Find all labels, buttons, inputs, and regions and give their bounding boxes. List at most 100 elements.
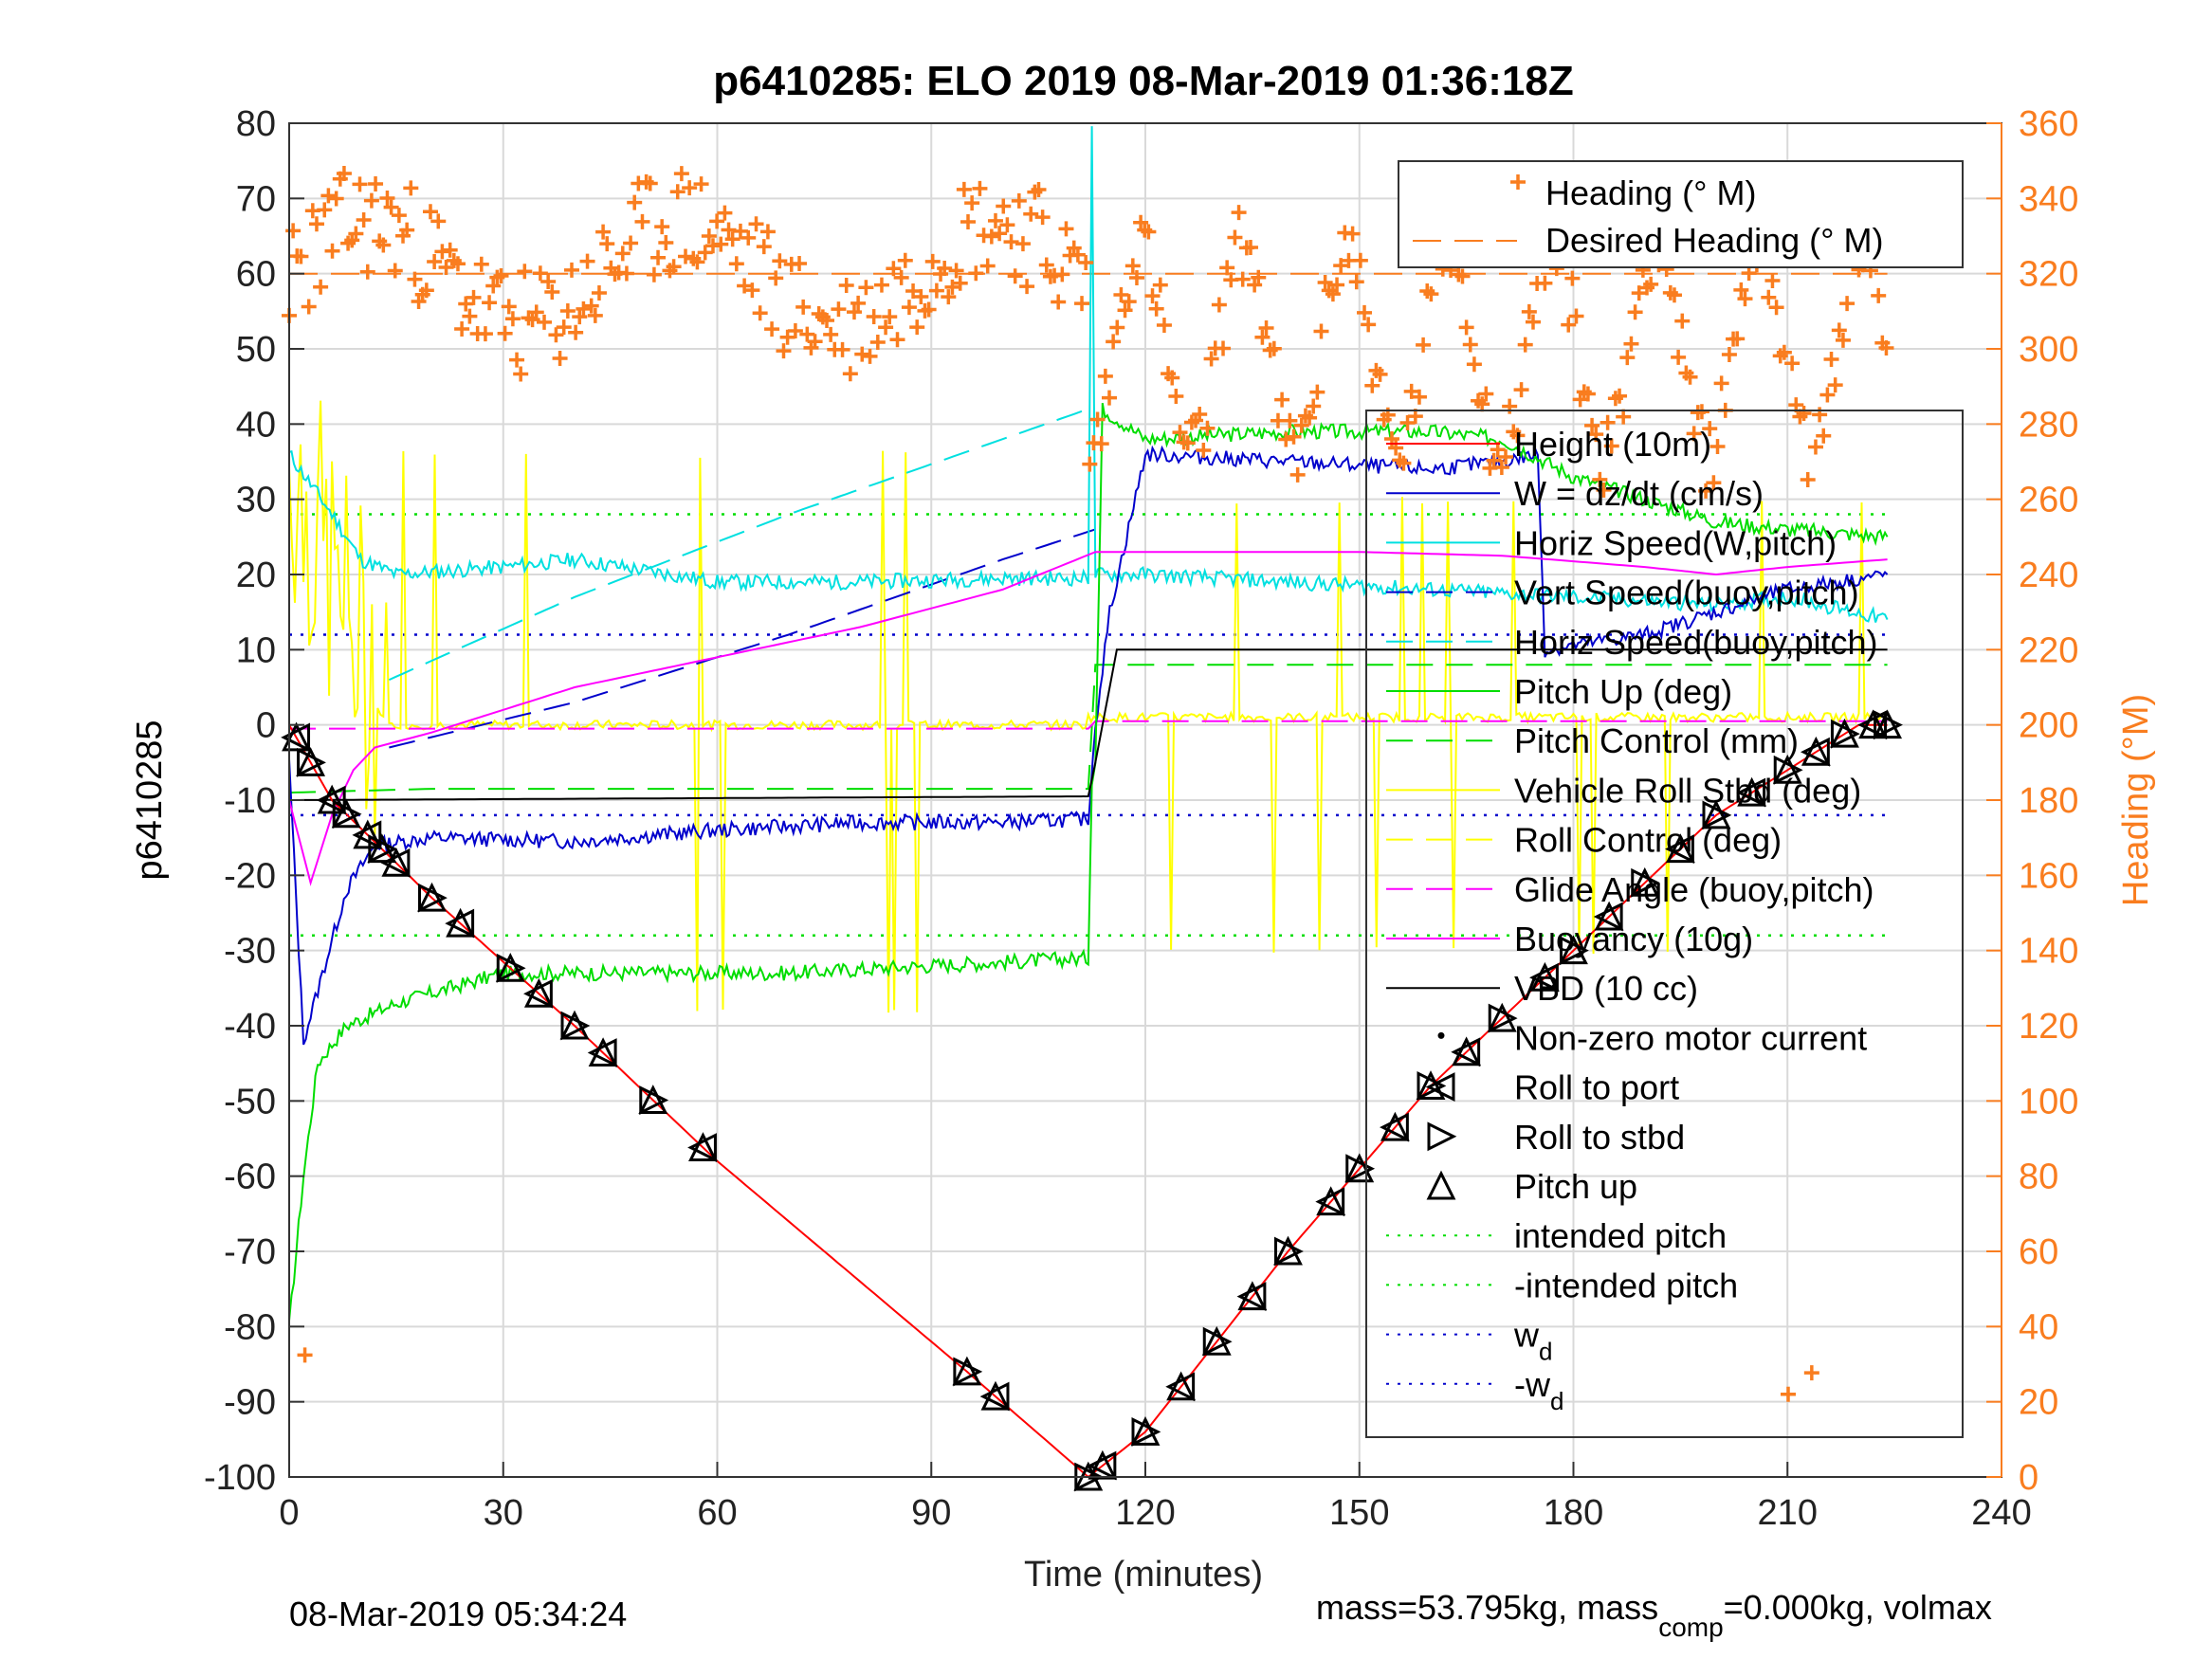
heading-marker: [1227, 229, 1243, 246]
heading-marker: [418, 283, 434, 299]
heading-marker: [391, 208, 407, 224]
heading-marker: [473, 256, 489, 272]
heading-marker: [1179, 435, 1196, 451]
heading-marker: [901, 300, 917, 316]
heading-marker: [1596, 482, 1612, 498]
heading-marker: [642, 175, 658, 191]
legend-label: Horiz Speed(W,pitch): [1514, 523, 1837, 562]
legend-label: Vehicle Roll Stbd (deg): [1514, 771, 1861, 810]
heading-marker: [928, 283, 944, 299]
heading-marker: [1784, 356, 1801, 372]
heading-marker: [485, 278, 502, 294]
chart-title: p6410285: ELO 2019 08-Mar-2019 01:36:18Z: [713, 58, 1573, 104]
pitch-up-marker: [1701, 799, 1731, 830]
heading-marker: [646, 266, 662, 283]
heading-marker: [454, 320, 470, 337]
heading-marker: [407, 271, 423, 287]
heading-marker: [1761, 289, 1777, 305]
roll-to-stbd-marker: [332, 799, 362, 830]
pitch-up-marker: [296, 746, 326, 776]
legend-label: Glide Angle (buoy,pitch): [1514, 870, 1874, 909]
heading-marker: [948, 263, 964, 279]
y-tick-label: 10: [236, 630, 276, 670]
heading-marker: [905, 283, 922, 300]
pitch-up-marker: [688, 1132, 718, 1162]
markers-layer: [281, 709, 1903, 1492]
heading-marker: [1313, 323, 1329, 339]
heading-marker: [1019, 279, 1035, 295]
series-glide-angle-buoy-pitch-: [289, 720, 1888, 730]
y-tick-label: -100: [204, 1458, 276, 1498]
heading-marker: [834, 341, 850, 357]
pitch-up-marker: [1630, 866, 1660, 897]
heading-marker: [968, 265, 984, 282]
heading-marker: [313, 279, 329, 295]
heading-marker: [1592, 471, 1608, 487]
series-vbd-10-cc-: [289, 648, 1888, 801]
heading-marker: [979, 258, 996, 274]
roll-to-port-marker: [1529, 962, 1559, 993]
legend-label: Horiz Speed(buoy,pitch): [1514, 623, 1878, 662]
footer-timestamp: 08-Mar-2019 05:34:24: [289, 1595, 627, 1633]
heading-marker: [528, 304, 544, 320]
y-right-tick-label: 240: [2019, 556, 2078, 595]
heading-marker: [1561, 317, 1577, 333]
roll-to-stbd-marker: [368, 834, 398, 864]
legend-label: wd: [1513, 1316, 1552, 1366]
roll-to-stbd-marker: [1631, 867, 1661, 898]
roll-to-stbd-marker: [418, 883, 448, 913]
heading-marker: [517, 264, 533, 280]
heading-marker: [882, 309, 898, 325]
heading-marker: [324, 243, 340, 259]
roll-to-port-marker: [1315, 1187, 1345, 1217]
heading-marker: [497, 325, 513, 341]
heading-marker: [1721, 347, 1737, 363]
heading-marker: [317, 202, 333, 218]
legend-label: Non-zero motor current: [1514, 1018, 1867, 1057]
pitch-up-marker: [495, 952, 525, 982]
heading-marker: [438, 259, 454, 275]
pitch-up-marker: [952, 1356, 982, 1386]
y-tick-label: 80: [236, 104, 276, 144]
roll-to-port-marker: [1451, 1037, 1481, 1067]
heading-marker: [913, 288, 929, 304]
heading-marker: [972, 180, 988, 196]
heading-marker: [1192, 406, 1208, 422]
x-tick-label: 60: [697, 1493, 737, 1533]
heading-marker: [328, 191, 344, 207]
heading-marker: [1293, 417, 1309, 433]
heading-marker: [886, 261, 902, 277]
y-right-tick-label: 340: [2019, 179, 2078, 219]
heading-marker: [477, 326, 493, 342]
heading-marker: [1317, 274, 1333, 290]
heading-marker: [924, 253, 941, 269]
roll-to-stbd-marker: [1874, 710, 1903, 740]
heading-marker: [1568, 308, 1584, 324]
heading-marker: [1666, 287, 1682, 303]
heading-marker: [614, 246, 631, 262]
heading-marker: [1454, 268, 1471, 284]
pitch-up-marker: [559, 1010, 590, 1040]
y-right-tick-label: 160: [2019, 856, 2078, 896]
pitch-up-marker: [417, 882, 447, 912]
heading-marker: [1796, 405, 1812, 421]
y-tick-label: -10: [224, 781, 276, 821]
heading-marker: [568, 324, 584, 340]
pitch-up-marker: [446, 907, 476, 938]
heading-marker: [838, 278, 854, 294]
heading-marker: [869, 334, 886, 350]
heading-marker: [1776, 344, 1792, 360]
heading-marker: [1361, 317, 1377, 333]
heading-marker: [352, 176, 368, 192]
heading-marker: [764, 321, 780, 337]
y-axis-left: 80 70 60 50 40 30 20 10 0 -10 -20 -30 -40 -50 -60 -70 -8…: [204, 104, 304, 1498]
heading-marker: [399, 222, 415, 238]
heading-marker: [1698, 483, 1714, 499]
heading-marker: [1396, 455, 1412, 471]
heading-marker: [359, 264, 375, 280]
roll-to-port-marker: [1800, 737, 1830, 767]
heading-marker: [752, 305, 768, 321]
y-tick-label: -70: [224, 1232, 276, 1272]
heading-marker: [1478, 386, 1494, 402]
y-tick-label: -60: [224, 1158, 276, 1197]
